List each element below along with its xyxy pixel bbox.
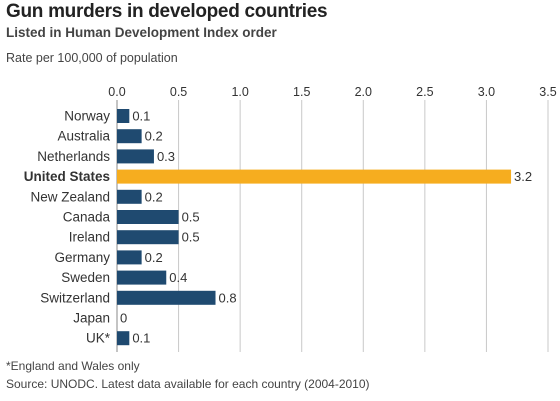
data-label: 3.2 [514, 169, 532, 184]
x-tick-label: 0.5 [170, 85, 187, 99]
category-label: Japan [73, 311, 110, 326]
category-label: Canada [63, 210, 111, 225]
data-label: 0.4 [169, 270, 187, 285]
x-tick-label: 1.0 [231, 85, 248, 99]
x-tick-label: 1.5 [293, 85, 310, 99]
bar [117, 270, 167, 285]
chart-subtitle: Listed in Human Development Index order [6, 25, 277, 40]
data-label: 0.5 [182, 230, 200, 245]
bar [117, 149, 154, 164]
data-label: 0.8 [219, 290, 237, 305]
x-tick-label: 3.5 [539, 85, 556, 99]
x-tick-label: 3.0 [478, 85, 495, 99]
category-label: Ireland [69, 230, 110, 245]
data-label: 0.2 [145, 189, 163, 204]
bar [117, 290, 216, 305]
bar [117, 129, 142, 144]
axis-unit-label: Rate per 100,000 of population [6, 51, 178, 65]
chart-title: Gun murders in developed countries [6, 1, 328, 22]
category-label: Germany [54, 250, 110, 265]
bar [117, 210, 179, 224]
data-label: 0.3 [157, 149, 175, 164]
data-label: 0.1 [132, 331, 150, 346]
bar [117, 230, 179, 245]
data-label: 0.5 [182, 210, 200, 225]
x-tick-label: 2.0 [355, 85, 372, 99]
bar [117, 250, 142, 265]
category-label: Norway [64, 109, 110, 124]
category-label: United States [24, 169, 110, 184]
bar [117, 331, 130, 346]
category-label: Netherlands [37, 149, 110, 164]
category-label: UK* [86, 331, 111, 346]
category-label: New Zealand [30, 189, 110, 204]
data-label: 0 [120, 311, 127, 326]
data-label: 0.2 [145, 250, 163, 265]
category-label: Switzerland [40, 290, 110, 305]
x-tick-label: 2.5 [416, 85, 433, 99]
bar [117, 189, 142, 204]
source-note: Source: UNODC. Latest data available for… [6, 377, 370, 391]
bar [117, 109, 130, 123]
category-label: Sweden [61, 270, 110, 285]
footnote: *England and Wales only [6, 359, 140, 373]
bar [117, 169, 512, 184]
x-tick-label: 0.0 [108, 85, 125, 99]
data-label: 0.2 [145, 129, 163, 144]
data-label: 0.1 [132, 109, 150, 124]
category-label: Australia [57, 129, 110, 144]
